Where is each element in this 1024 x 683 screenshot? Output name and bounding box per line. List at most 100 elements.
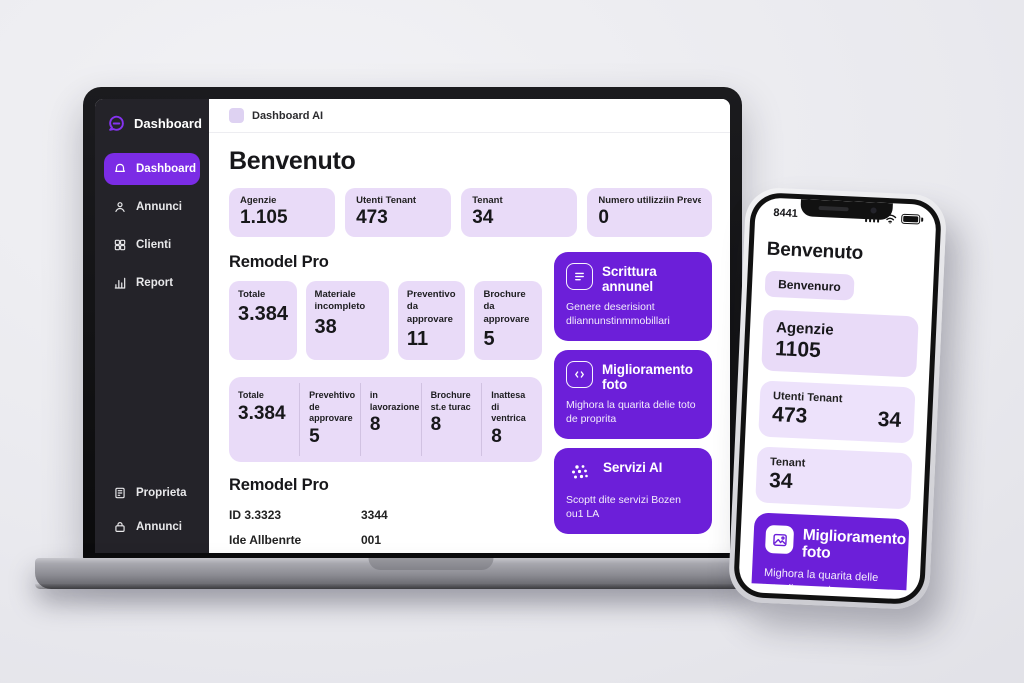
breadcrumb-label: Dashboard AI xyxy=(252,109,324,122)
grid-icon xyxy=(113,238,127,252)
main-content: Benvenuto Agenzie 1.105 Utenti Tenant 47… xyxy=(209,133,730,553)
laptop-base-notch xyxy=(368,558,494,570)
bar-chart-icon xyxy=(113,276,127,290)
sidebar-item-clienti[interactable]: Clienti xyxy=(104,229,200,261)
stat-value: 473 xyxy=(356,207,388,228)
phone-card-tenant: Tenant 34 xyxy=(755,446,913,510)
mini-card-preventivo: Preventivo da approvare 11 xyxy=(397,281,466,361)
phone-frame: 8441 Be xyxy=(727,186,948,611)
action-card-scrittura-annunci[interactable]: Scrittura annunel Genere deserisiont dli… xyxy=(554,252,712,341)
phone-welcome-chip[interactable]: Benvenuro xyxy=(764,270,855,301)
phone-card-value: 34 xyxy=(768,468,794,494)
stat-card-utenti-tenant: Utenti Tenant 473 xyxy=(345,188,452,237)
person-icon xyxy=(113,200,127,214)
sidebar-spacer xyxy=(104,299,200,481)
phone-action-card-miglioramento-foto[interactable]: Miglioramento foto Mighora la quarita de… xyxy=(750,512,910,591)
stat-card-agenzie: Agenzie 1.105 xyxy=(229,188,336,237)
segment-label: Totale xyxy=(238,390,264,401)
sidebar-item-label: Annunci xyxy=(136,201,182,213)
segment-label: Prevehtivo de approvare xyxy=(309,390,356,424)
action-card-header: Miglioramento foto xyxy=(566,360,700,393)
action-card-title: Servizi AI xyxy=(603,459,663,475)
phone-card-value: 473 xyxy=(771,403,808,428)
action-cards-column: Scrittura annunel Genere deserisiont dli… xyxy=(554,252,712,534)
mini-card-materiale: Materiale incompleto 38 xyxy=(305,281,389,361)
mini-card-label: Preventivo da approvare xyxy=(406,289,456,325)
sidebar-item-dashboard[interactable]: Dashboard xyxy=(104,153,200,185)
summary-segment-lavorazione: in lavorazione 8 xyxy=(359,383,421,457)
action-card-title: Miglioramento foto xyxy=(602,361,693,393)
section-title-remodel-pro-2: Remodel Pro xyxy=(229,476,329,495)
phone-card-value: 1105 xyxy=(774,337,822,363)
phone-screen: 8441 Be xyxy=(738,197,937,600)
phone-content: Benvenuto Benvenuro Agenzie 1105 Utenti … xyxy=(739,218,936,591)
action-card-title: Scrittura annunel xyxy=(602,264,657,295)
section-title-remodel-pro: Remodel Pro xyxy=(229,253,329,271)
sidebar-item-label: Annunci xyxy=(136,521,182,533)
segment-label: Inattesa di ventrica xyxy=(491,390,526,424)
sidebar-item-label: Proprieta xyxy=(136,487,187,499)
mini-card-label: Materiale incompleto xyxy=(314,289,366,313)
remodel-cards-row: Totale 3.384 Materiale incompleto 38 Pre… xyxy=(229,281,542,361)
action-card-subtitle: Mighora la quarita delie toto de proprit… xyxy=(566,399,696,426)
segment-value: 8 xyxy=(430,414,442,436)
stat-value: 34 xyxy=(472,207,494,228)
segment-value: 8 xyxy=(491,426,502,448)
summary-segment-preventivo: Prevehtivo de approvare 5 xyxy=(299,383,360,457)
app-brand-label: Dashboard xyxy=(134,116,202,131)
sparkle-dots-icon xyxy=(566,459,594,487)
action-card-header: Servizi AI xyxy=(566,459,700,487)
list-item-id: Ide Allbenrte xyxy=(229,533,302,548)
action-card-miglioramento-foto[interactable]: Miglioramento foto Mighora la quarita de… xyxy=(554,349,712,439)
document-lines-icon xyxy=(566,263,593,290)
list-item-id: ID 3.3323 xyxy=(229,508,282,523)
id-list: ID 3.3323 3344 Ide Allbenrte 001 xyxy=(229,504,542,553)
sidebar: Dashboard Dashboard xyxy=(95,99,209,553)
stats-row: Agenzie 1.105 Utenti Tenant 473 Tenant 3… xyxy=(229,188,712,237)
stat-card-preventivi: Numero utilizziin Prevertivi 0 xyxy=(587,188,712,237)
sidebar-item-report[interactable]: Report xyxy=(104,267,200,299)
laptop-base xyxy=(35,558,755,589)
phone-card-utenti-tenant: Utenti Tenant 473 34 xyxy=(758,380,916,444)
stat-label: Agenzie xyxy=(240,195,277,206)
stat-label: Numero utilizziin Prevertivi xyxy=(598,195,701,206)
mini-card-label: Totale xyxy=(238,289,266,300)
photo-enhance-icon xyxy=(566,360,593,388)
page-title: Benvenuto xyxy=(229,147,356,175)
mini-card-value: 3.384 xyxy=(238,303,289,326)
mini-card-value: 38 xyxy=(314,315,337,338)
segment-label: Brochure st.e turac xyxy=(430,390,471,412)
laptop-bezel: Dashboard Dashboard xyxy=(83,87,742,560)
photo-image-icon xyxy=(764,524,795,555)
action-card-servizi-ai[interactable]: Servizi AI Scoptt dite servizi Bozen ou1… xyxy=(554,447,712,534)
stat-value: 0 xyxy=(598,207,609,228)
summary-segment-inattesa: Inattesa di ventrica 8 xyxy=(481,383,542,457)
segment-value: 3.384 xyxy=(238,402,286,424)
laptop-screen: Dashboard Dashboard xyxy=(95,99,730,553)
phone-card-values: 473 34 xyxy=(772,402,902,433)
sidebar-item-annunci-bottom[interactable]: Annunci xyxy=(104,515,200,539)
list-item-value: 001 xyxy=(361,533,382,548)
chat-bubble-logo-icon xyxy=(107,114,126,133)
stat-label: Utenti Tenant xyxy=(356,195,417,206)
list-item: ID 3.3323 3344 xyxy=(229,504,542,529)
sidebar-item-label: Dashboard xyxy=(136,163,197,175)
breadcrumb[interactable]: Dashboard AI xyxy=(209,99,730,133)
sidebar-item-proprieta[interactable]: Proprieta xyxy=(104,481,200,505)
action-card-subtitle: Scoptt dite servizi Bozen ou1 LA xyxy=(566,493,681,520)
list-item: Ide Allbenrte 001 xyxy=(229,529,542,553)
app-brand: Dashboard xyxy=(104,112,202,133)
stat-card-tenant: Tenant 34 xyxy=(461,188,578,237)
action-card-header: Scrittura annunel xyxy=(566,263,700,294)
mini-card-brochure: Brochure da approvare 5 xyxy=(474,281,542,361)
phone-action-header: Miglioramento foto xyxy=(764,524,906,565)
summary-segment-brochure: Brochure st.e turac 8 xyxy=(420,383,482,457)
sidebar-item-annunci[interactable]: Annunci xyxy=(104,191,200,223)
action-card-subtitle: Genere deserisiont dliannunstinmmobillar… xyxy=(566,301,670,328)
phone-bezel: 8441 Be xyxy=(732,191,943,606)
status-time: 8441 xyxy=(773,206,799,221)
mini-card-value: 5 xyxy=(483,328,495,351)
phone-card-agenzie: Agenzie 1105 xyxy=(761,309,919,378)
phone-action-title: Miglioramento foto xyxy=(801,526,907,562)
